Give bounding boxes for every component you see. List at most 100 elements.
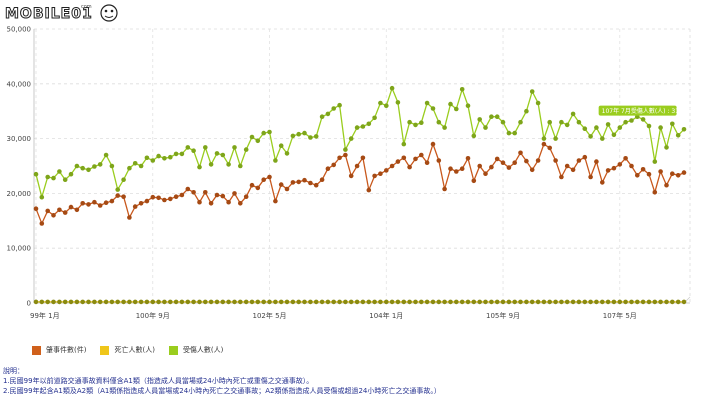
- data-point[interactable]: [529, 299, 535, 305]
- data-point[interactable]: [74, 207, 80, 213]
- data-point[interactable]: [389, 163, 395, 169]
- data-point[interactable]: [611, 165, 617, 171]
- data-point[interactable]: [62, 177, 68, 182]
- data-point[interactable]: [529, 167, 535, 173]
- data-point[interactable]: [243, 147, 249, 152]
- data-point[interactable]: [325, 299, 331, 305]
- data-point[interactable]: [162, 299, 167, 305]
- data-point[interactable]: [489, 114, 494, 119]
- data-point[interactable]: [156, 299, 161, 305]
- data-point[interactable]: [354, 163, 360, 169]
- data-point[interactable]: [600, 180, 605, 185]
- data-point[interactable]: [506, 299, 512, 305]
- data-point[interactable]: [389, 85, 395, 91]
- data-point[interactable]: [372, 173, 377, 179]
- data-point[interactable]: [617, 125, 623, 130]
- data-point[interactable]: [570, 111, 576, 117]
- data-point[interactable]: [582, 299, 588, 305]
- data-point[interactable]: [407, 299, 412, 305]
- data-point[interactable]: [319, 177, 325, 182]
- data-point[interactable]: [506, 165, 512, 170]
- data-point[interactable]: [121, 177, 126, 182]
- data-point[interactable]: [319, 114, 325, 119]
- data-point[interactable]: [162, 197, 167, 203]
- data-point[interactable]: [296, 299, 302, 305]
- data-point[interactable]: [68, 204, 74, 210]
- data-point[interactable]: [582, 126, 588, 131]
- data-point[interactable]: [97, 203, 103, 208]
- data-point[interactable]: [658, 299, 663, 305]
- data-point[interactable]: [494, 114, 500, 119]
- data-point[interactable]: [430, 299, 436, 305]
- data-point[interactable]: [51, 175, 56, 181]
- data-point[interactable]: [179, 151, 185, 157]
- data-point[interactable]: [670, 299, 675, 305]
- data-point[interactable]: [74, 299, 80, 305]
- data-point[interactable]: [600, 136, 605, 141]
- data-point[interactable]: [442, 186, 447, 192]
- data-point[interactable]: [278, 299, 284, 305]
- data-point[interactable]: [214, 192, 220, 198]
- data-point[interactable]: [471, 299, 477, 305]
- data-point[interactable]: [360, 155, 366, 161]
- data-point[interactable]: [477, 299, 483, 305]
- data-point[interactable]: [92, 299, 97, 305]
- data-point[interactable]: [524, 299, 529, 305]
- data-point[interactable]: [401, 155, 407, 161]
- data-point[interactable]: [424, 299, 430, 305]
- data-point[interactable]: [524, 108, 529, 114]
- data-point[interactable]: [419, 299, 424, 305]
- data-point[interactable]: [127, 165, 132, 171]
- data-point[interactable]: [313, 134, 319, 139]
- data-point[interactable]: [477, 163, 483, 169]
- data-point[interactable]: [97, 162, 103, 167]
- data-point[interactable]: [337, 102, 342, 108]
- data-point[interactable]: [664, 145, 669, 150]
- data-point[interactable]: [448, 166, 453, 171]
- data-point[interactable]: [62, 299, 68, 305]
- data-point[interactable]: [547, 119, 552, 125]
- data-point[interactable]: [354, 125, 360, 130]
- data-point[interactable]: [238, 201, 243, 206]
- data-point[interactable]: [57, 169, 62, 174]
- data-point[interactable]: [465, 156, 471, 161]
- data-point[interactable]: [343, 152, 348, 158]
- data-point[interactable]: [284, 186, 290, 192]
- data-point[interactable]: [623, 119, 628, 125]
- data-point[interactable]: [86, 202, 91, 207]
- data-point[interactable]: [652, 299, 658, 305]
- data-point[interactable]: [191, 148, 196, 153]
- data-point[interactable]: [203, 299, 208, 305]
- data-point[interactable]: [62, 210, 68, 215]
- data-point[interactable]: [384, 168, 389, 173]
- data-point[interactable]: [150, 299, 156, 305]
- data-point[interactable]: [103, 200, 109, 205]
- data-point[interactable]: [348, 299, 354, 305]
- data-point[interactable]: [86, 167, 91, 173]
- data-point[interactable]: [360, 124, 366, 129]
- data-point[interactable]: [413, 156, 418, 162]
- data-point[interactable]: [483, 125, 488, 130]
- data-point[interactable]: [255, 185, 261, 191]
- data-point[interactable]: [348, 173, 354, 179]
- data-point[interactable]: [80, 201, 85, 206]
- data-point[interactable]: [51, 299, 56, 305]
- data-point[interactable]: [121, 299, 126, 305]
- data-point[interactable]: [138, 201, 144, 206]
- data-point[interactable]: [518, 119, 523, 125]
- data-point[interactable]: [302, 177, 307, 183]
- data-point[interactable]: [243, 299, 249, 305]
- data-point[interactable]: [547, 145, 552, 151]
- data-point[interactable]: [646, 123, 652, 129]
- data-point[interactable]: [483, 299, 488, 305]
- data-point[interactable]: [401, 141, 407, 147]
- data-point[interactable]: [74, 163, 80, 169]
- data-point[interactable]: [249, 299, 255, 305]
- data-point[interactable]: [652, 190, 658, 195]
- data-point[interactable]: [454, 169, 459, 174]
- data-point[interactable]: [302, 299, 307, 305]
- data-point[interactable]: [296, 179, 302, 185]
- data-point[interactable]: [127, 299, 132, 305]
- data-point[interactable]: [448, 101, 453, 107]
- data-point[interactable]: [629, 299, 634, 305]
